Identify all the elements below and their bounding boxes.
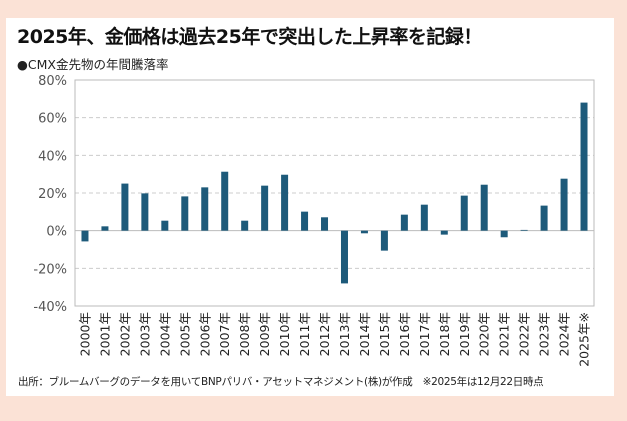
bar-2011年: [301, 211, 309, 231]
y-tick-label: 80%: [38, 74, 67, 89]
x-tick-label: 2015年: [377, 312, 392, 356]
bar-2017年: [420, 204, 428, 231]
x-tick-label: 2018年: [437, 312, 452, 356]
plot-frame: [74, 79, 595, 307]
x-tick-label: 2012年: [317, 312, 332, 356]
bar-2024年: [560, 178, 568, 231]
x-tick-label: 2007年: [217, 312, 232, 356]
x-tick-label: 2011年: [297, 312, 312, 356]
bar-2003年: [141, 193, 149, 231]
x-tick-label: 2005年: [177, 312, 192, 356]
x-tick-label: 2009年: [257, 312, 272, 356]
x-tick-label: 2004年: [157, 312, 172, 356]
bar-2018年: [440, 230, 448, 235]
chart-subtitle: ●CMX金先物の年間騰落率: [17, 57, 169, 72]
bar-2023年: [540, 205, 548, 231]
y-tick-label: -40%: [33, 300, 67, 315]
bar-2020年: [480, 184, 488, 231]
x-tick-label: 2016年: [397, 312, 412, 356]
x-tick-label: 2001年: [97, 312, 112, 356]
bar-2025年※: [580, 102, 588, 231]
y-tick-label: 20%: [38, 187, 67, 202]
x-tick-label: 2021年: [497, 312, 512, 356]
bar-2005年: [181, 196, 189, 231]
y-tick-label: 40%: [38, 149, 67, 164]
bar-2004年: [161, 220, 169, 231]
chart-title: 2025年、金価格は過去25年で突出した上昇率を記録！: [17, 26, 482, 48]
bar-2006年: [201, 187, 209, 231]
bar-2007年: [221, 171, 229, 231]
bar-2016年: [400, 214, 408, 231]
bar-2015年: [380, 230, 388, 251]
x-tick-label: 2019年: [457, 312, 472, 356]
x-tick-label: 2024年: [557, 312, 572, 356]
bar-2012年: [321, 217, 329, 231]
x-tick-label: 2023年: [537, 312, 552, 356]
x-tick-label: 2003年: [137, 312, 152, 356]
bar-2008年: [241, 220, 249, 231]
bar-2022年: [520, 229, 528, 231]
x-tick-label: 2006年: [197, 312, 212, 356]
bar-2014年: [360, 230, 368, 234]
x-tick-label: 2025年※: [577, 312, 592, 367]
bar-2002年: [121, 183, 129, 231]
source-note: 出所：ブルームバーグのデータを用いてBNPパリバ・アセットマネジメント(株)が作…: [18, 376, 544, 388]
y-tick-label: -20%: [33, 262, 67, 277]
x-tick-label: 2014年: [357, 312, 372, 356]
bar-2021年: [500, 230, 508, 238]
chart-card: 2025年、金価格は過去25年で突出した上昇率を記録！ ●CMX金先物の年間騰落…: [6, 18, 614, 396]
x-tick-label: 2020年: [477, 312, 492, 356]
y-tick-label: 0%: [46, 225, 67, 240]
x-tick-label: 2010年: [277, 312, 292, 356]
bar-2019年: [460, 195, 468, 231]
x-tick-label: 2008年: [237, 312, 252, 356]
x-tick-label: 2017年: [417, 312, 432, 356]
bar-2010年: [281, 174, 289, 231]
x-tick-label: 2013年: [337, 312, 352, 356]
x-tick-label: 2000年: [77, 312, 92, 356]
bar-2001年: [101, 226, 109, 231]
x-tick-label: 2022年: [517, 312, 532, 356]
bar-2009年: [261, 185, 269, 231]
bar-2013年: [340, 230, 348, 284]
bar-2000年: [81, 230, 89, 242]
x-tick-label: 2002年: [117, 312, 132, 356]
y-tick-label: 60%: [38, 112, 67, 127]
